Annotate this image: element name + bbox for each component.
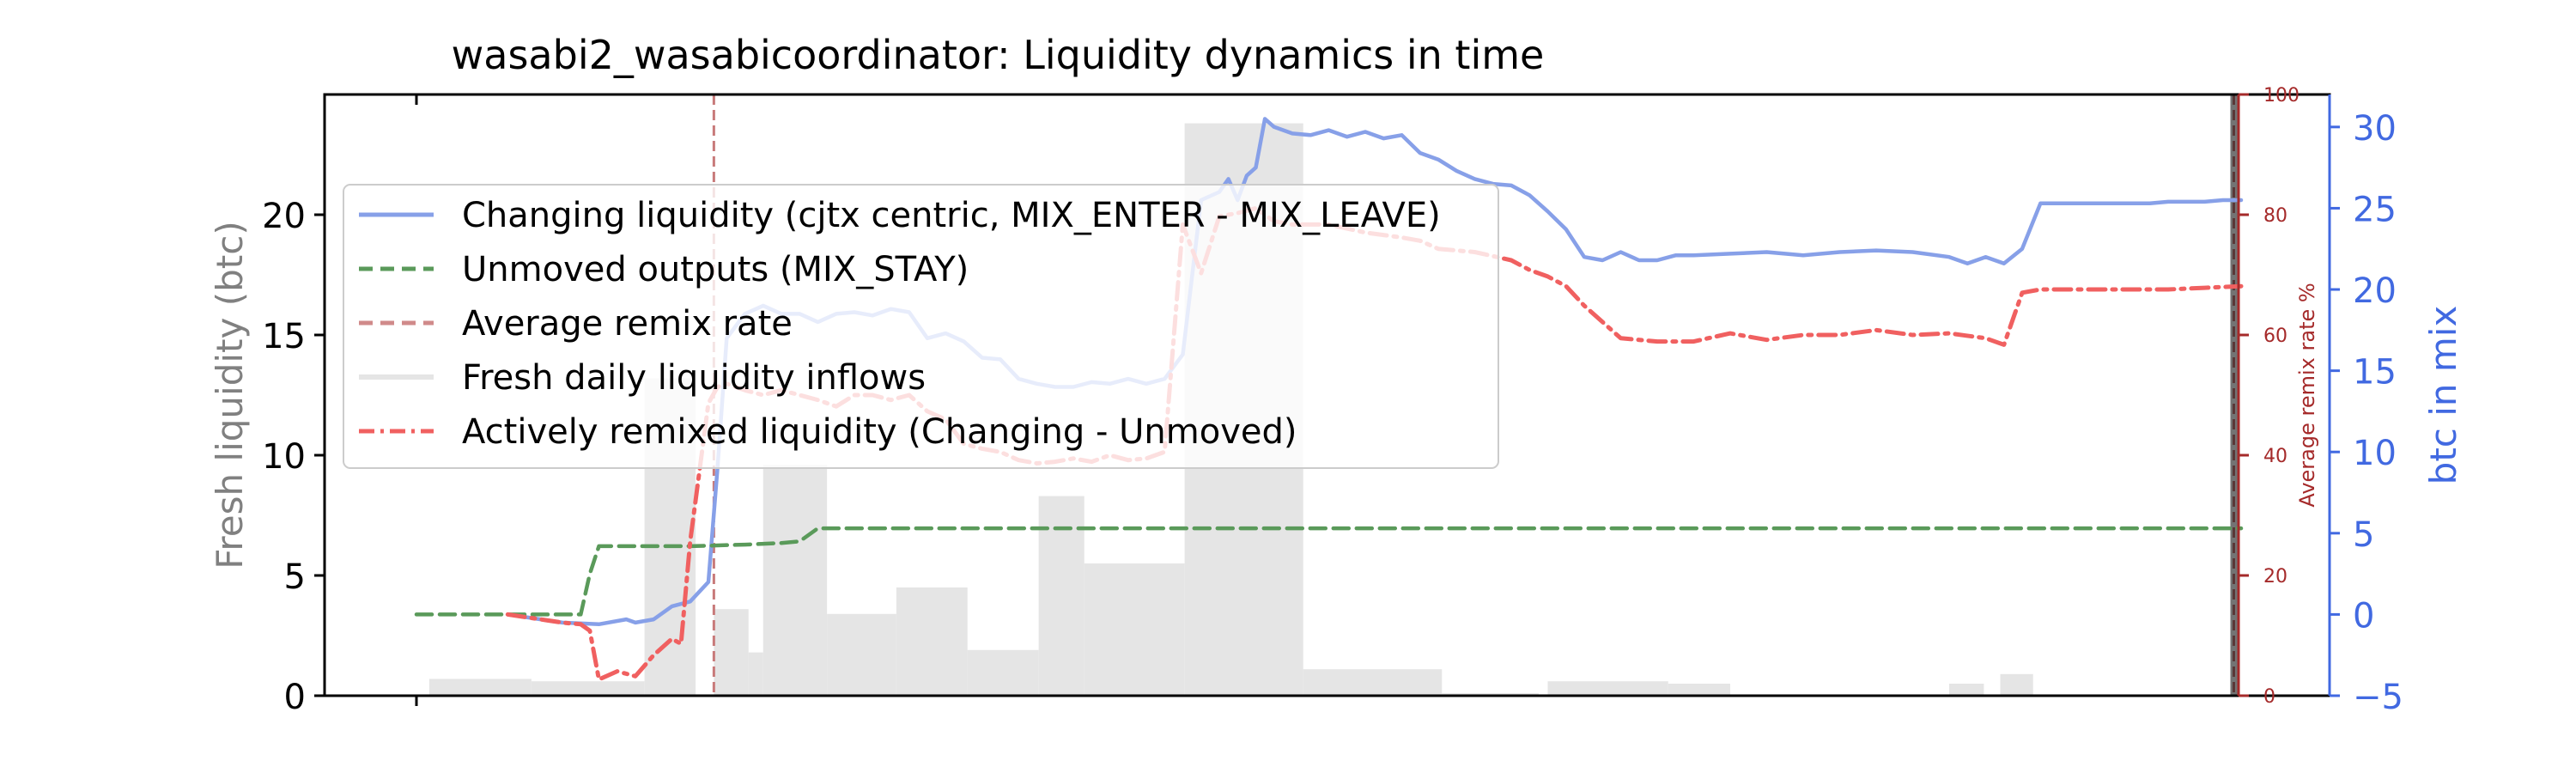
mix-axis-tick-label: 30	[2353, 109, 2397, 149]
chart-title: wasabi2_wasabicoordinator: Liquidity dyn…	[452, 32, 1545, 78]
remix-axis: 0 20 40 60 80 100	[2239, 85, 2300, 708]
remix-axis-tick-label: 60	[2263, 326, 2287, 347]
series-line	[414, 526, 2244, 617]
remix-axis-tick-label: 40	[2263, 446, 2287, 467]
remix-axis-tick-label: 0	[2263, 686, 2275, 708]
left-axis-tick-label: 0	[284, 678, 306, 717]
inflow-bar	[2000, 673, 2033, 696]
remix-axis-label: Average remix rate %	[2295, 283, 2319, 507]
inflow-bar	[896, 587, 968, 696]
inflow-bar	[714, 609, 749, 696]
legend-label: Changing liquidity (cjtx centric, MIX_EN…	[462, 196, 1441, 235]
left-axis-tick-label: 20	[262, 197, 306, 236]
legend-label: Fresh daily liquidity inflows	[462, 358, 926, 398]
legend-label: Actively remixed liquidity (Changing - U…	[462, 412, 1297, 452]
remix-axis-tick-label: 100	[2263, 85, 2300, 107]
mix-axis-tick-label: 15	[2353, 353, 2397, 393]
inflow-bar	[748, 652, 763, 696]
series-line	[505, 205, 2244, 682]
legend: Changing liquidity (cjtx centric, MIX_EN…	[343, 184, 1499, 469]
mix-axis-tick-label: 10	[2353, 434, 2397, 473]
inflow-bar	[967, 649, 1039, 696]
inflow-bar	[1084, 563, 1185, 696]
inflow-bar	[827, 613, 896, 696]
mix-axis-tick-label: 0	[2353, 596, 2374, 636]
mix-axis: −5 0 5 10 15 20 25 30	[2330, 109, 2403, 717]
legend-label: Average remix rate	[462, 304, 793, 344]
mix-axis-tick-label: 20	[2353, 271, 2397, 311]
left-axis: 0 5 10 15 20	[262, 197, 325, 717]
inflow-bar	[1547, 681, 1668, 696]
remix-axis-tick-label: 20	[2263, 566, 2287, 587]
left-axis-tick-label: 10	[262, 437, 306, 477]
left-axis-tick-label: 5	[284, 557, 306, 597]
remix-axis-tick-label: 80	[2263, 205, 2287, 227]
mix-axis-tick-label: 25	[2353, 190, 2397, 229]
right-edge-band	[2230, 94, 2238, 696]
left-axis-label: Fresh liquidity (btc)	[209, 221, 251, 569]
inflow-bar	[1949, 684, 1984, 696]
inflow-bar	[1668, 684, 1730, 696]
mix-axis-tick-label: −5	[2353, 678, 2403, 717]
left-axis-tick-label: 15	[262, 317, 306, 356]
mix-axis-tick-label: 5	[2353, 515, 2374, 555]
mix-axis-label: btc in mix	[2422, 306, 2464, 485]
inflow-bar	[531, 681, 645, 696]
legend-label: Unmoved outputs (MIX_STAY)	[462, 250, 969, 289]
legend-box	[343, 184, 1499, 469]
inflow-bar	[428, 679, 532, 696]
inflow-bar	[1303, 669, 1443, 696]
inflow-bar	[762, 465, 828, 696]
inflow-bar	[1038, 496, 1084, 696]
